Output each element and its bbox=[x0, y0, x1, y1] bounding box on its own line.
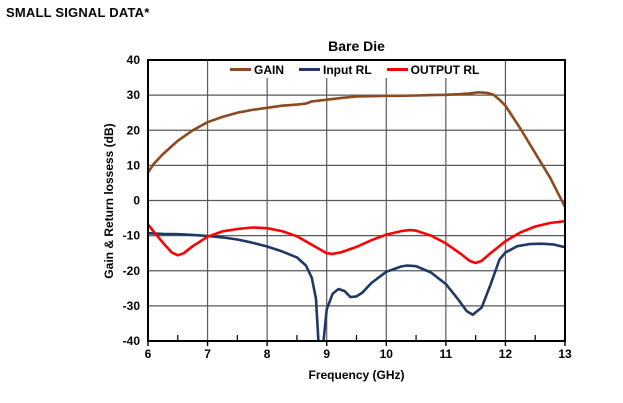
x-tick-label: 7 bbox=[204, 347, 211, 361]
y-tick-label: 10 bbox=[127, 158, 141, 172]
legend-item-input-rl: Input RL bbox=[299, 63, 372, 77]
y-tick-label: -20 bbox=[123, 264, 141, 278]
legend-label-gain: GAIN bbox=[254, 62, 284, 77]
legend-label-input-rl: Input RL bbox=[323, 62, 372, 77]
x-tick-label: 6 bbox=[145, 347, 152, 361]
legend-item-gain: GAIN bbox=[230, 63, 284, 77]
gain-line-swatch bbox=[230, 68, 251, 71]
chart-title: Bare Die bbox=[328, 38, 385, 54]
legend-label-output-rl: OUTPUT RL bbox=[410, 62, 480, 77]
x-axis-label: Frequency (GHz) bbox=[308, 368, 405, 382]
input-rl-line-swatch bbox=[299, 68, 320, 71]
plot-border bbox=[147, 59, 566, 342]
legend-item-output-rl: OUTPUT RL bbox=[386, 62, 480, 77]
curve-output-rl bbox=[148, 219, 565, 265]
curve-input-rl bbox=[148, 231, 565, 341]
x-tick-label: 11 bbox=[440, 347, 453, 361]
output-rl-line-swatch bbox=[386, 68, 408, 71]
y-tick-label: 30 bbox=[127, 88, 141, 102]
y-tick-label: -10 bbox=[123, 229, 141, 243]
chart-legend: GAIN Input RL OUTPUT RL bbox=[224, 61, 486, 78]
page-title: SMALL SIGNAL DATA* bbox=[6, 5, 150, 20]
curve-gain bbox=[148, 91, 565, 209]
x-tick-label: 13 bbox=[558, 347, 572, 361]
x-tick-label: 10 bbox=[380, 347, 394, 361]
x-tick-label: 12 bbox=[499, 347, 513, 361]
y-tick-label: 20 bbox=[127, 123, 141, 137]
y-tick-label: 0 bbox=[133, 194, 140, 208]
x-tick-label: 9 bbox=[323, 347, 330, 361]
y-tick-label: -30 bbox=[123, 299, 141, 313]
x-tick-label: 8 bbox=[264, 347, 271, 361]
y-tick-label: -40 bbox=[123, 334, 141, 348]
y-tick-label: 40 bbox=[127, 53, 141, 67]
